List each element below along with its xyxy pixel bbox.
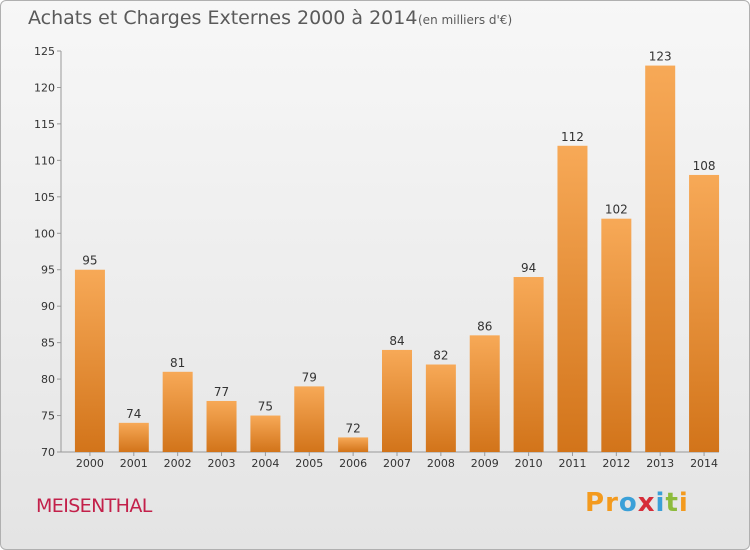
bar-value-label: 82 [433, 349, 448, 363]
bar-value-label: 72 [345, 421, 360, 435]
bar [118, 422, 149, 452]
bar-value-label: 75 [258, 400, 273, 414]
bar [294, 386, 325, 452]
logo-letter: P [585, 488, 606, 518]
bar [74, 269, 105, 452]
bar-value-label: 86 [477, 319, 492, 333]
proxiti-logo[interactable]: Proxiti [585, 488, 689, 518]
x-tick-label: 2001 [120, 457, 148, 470]
logo-letter: x [637, 488, 656, 518]
logo-letter: t [665, 488, 679, 518]
bar [557, 145, 588, 453]
y-tick-label: 120 [34, 81, 55, 94]
x-tick-label: 2009 [471, 457, 499, 470]
bar [162, 371, 193, 452]
y-tick-label: 110 [34, 154, 55, 167]
x-tick-label: 2006 [339, 457, 367, 470]
bar-value-label: 79 [302, 370, 317, 384]
y-tick-label: 75 [41, 410, 55, 423]
x-tick-label: 2011 [558, 457, 586, 470]
bar [601, 218, 632, 452]
x-tick-label: 2000 [76, 457, 104, 470]
logo-letter: i [678, 488, 689, 518]
bar-value-label: 77 [214, 385, 229, 399]
logo-letter: o [618, 488, 638, 518]
bar-value-label: 102 [605, 203, 628, 217]
town-name: MEISENTHAL [36, 495, 152, 517]
x-tick-label: 2014 [690, 457, 718, 470]
y-tick-label: 70 [41, 446, 55, 459]
bar-value-label: 84 [389, 334, 404, 348]
bar [338, 437, 369, 452]
bar-value-label: 74 [126, 407, 141, 421]
chart-labels: 95 2000 74 2001 81 2002 77 2003 75 2004 79 2005 72 20… [76, 50, 718, 470]
x-tick-label: 2003 [208, 457, 236, 470]
chart-title: Achats et Charges Externes 2000 à 2014 [28, 7, 418, 29]
bar-value-label: 108 [693, 159, 716, 173]
y-tick-label: 105 [34, 191, 55, 204]
chart-subtitle: (en milliers d'€) [418, 13, 513, 27]
y-tick-label: 85 [41, 337, 55, 350]
bar [250, 415, 281, 452]
chart-bars [74, 65, 720, 453]
logo-letter: r [605, 488, 619, 518]
y-tick-label: 80 [41, 373, 55, 386]
y-tick-label: 115 [34, 118, 55, 131]
y-tick-label: 100 [34, 227, 55, 240]
y-tick-label: 125 [34, 45, 55, 58]
bar-value-label: 95 [82, 254, 97, 268]
y-tick-label: 95 [41, 264, 55, 277]
bar [689, 174, 720, 453]
bar [382, 349, 412, 452]
bar-value-label: 112 [561, 130, 584, 144]
bar [206, 400, 237, 452]
bar-value-label: 94 [521, 261, 536, 275]
bar [425, 364, 456, 452]
x-tick-label: 2007 [383, 457, 411, 470]
x-tick-label: 2012 [602, 457, 630, 470]
x-tick-label: 2013 [646, 457, 674, 470]
x-tick-label: 2010 [515, 457, 543, 470]
x-tick-label: 2005 [295, 457, 323, 470]
bar-value-label: 123 [649, 50, 672, 64]
x-tick-label: 2004 [251, 457, 279, 470]
logo-letter: i [655, 488, 666, 518]
bar [469, 335, 500, 452]
x-tick-label: 2002 [164, 457, 192, 470]
bar [645, 65, 676, 452]
bar-value-label: 81 [170, 356, 185, 370]
y-tick-label: 90 [41, 300, 55, 313]
x-tick-label: 2008 [427, 457, 455, 470]
bar [513, 277, 544, 452]
